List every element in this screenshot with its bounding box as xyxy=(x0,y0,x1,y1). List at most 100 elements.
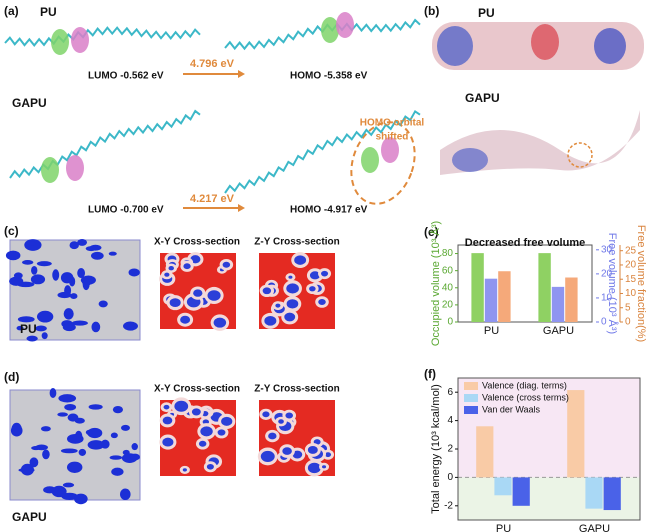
void xyxy=(64,403,77,411)
void xyxy=(182,468,187,472)
void xyxy=(313,439,321,445)
void xyxy=(91,321,101,333)
void xyxy=(282,447,292,455)
void xyxy=(268,432,277,440)
legend-swatch xyxy=(464,382,478,390)
void xyxy=(288,275,293,279)
y-tick-label: 10 xyxy=(601,293,613,304)
void xyxy=(41,332,48,340)
molecule xyxy=(9,109,201,179)
esp-surface xyxy=(440,110,640,175)
y-tick-label: 2 xyxy=(447,444,453,455)
arrow-head xyxy=(238,70,245,78)
void xyxy=(193,289,203,297)
void xyxy=(74,493,88,505)
void xyxy=(69,241,79,250)
chart-title: Decreased free volume xyxy=(465,237,585,249)
void xyxy=(307,445,318,454)
void xyxy=(217,429,226,436)
esp-lobe xyxy=(437,26,473,66)
void xyxy=(322,465,327,469)
orbital-lobe xyxy=(321,17,339,43)
void xyxy=(36,310,54,323)
bar xyxy=(551,286,565,322)
panel-label: (a) xyxy=(4,4,19,18)
void xyxy=(183,263,191,270)
void xyxy=(58,394,77,403)
axis-title: Free volume fraction(%) xyxy=(635,225,647,342)
void xyxy=(21,260,34,265)
void xyxy=(40,426,51,432)
y-tick-label: 4 xyxy=(447,415,453,426)
axis-title: Free volume (10³ Å³) xyxy=(606,233,619,334)
y-tick-label: 0 xyxy=(625,317,631,328)
bar xyxy=(565,277,578,322)
void xyxy=(77,267,86,279)
section-title: Z-Y Cross-section xyxy=(254,237,339,248)
molecule-label: GAPU xyxy=(12,96,47,110)
void xyxy=(11,422,22,435)
void xyxy=(221,416,233,426)
void xyxy=(62,323,76,332)
legend-swatch xyxy=(464,394,478,402)
void xyxy=(52,269,60,281)
y-tick-label: 20 xyxy=(625,260,637,271)
void xyxy=(28,241,36,246)
void xyxy=(57,412,68,417)
y-tick-label: 0 xyxy=(447,472,453,483)
void xyxy=(206,463,214,470)
energy-label: HOMO -5.358 eV xyxy=(290,71,368,82)
void xyxy=(309,271,321,280)
void xyxy=(180,315,191,324)
void xyxy=(128,268,140,277)
void xyxy=(82,278,90,291)
void xyxy=(286,299,299,309)
void xyxy=(5,250,21,261)
orbital-lobe xyxy=(336,12,354,38)
illustrations xyxy=(4,12,644,505)
void xyxy=(87,440,105,450)
y-tick-label: 80 xyxy=(442,248,454,259)
x-tick-label: PU xyxy=(496,523,511,532)
void xyxy=(77,238,88,246)
energy-label: LUMO -0.562 eV xyxy=(88,71,164,82)
y-tick-label: 0 xyxy=(601,317,607,328)
bar xyxy=(484,278,498,322)
void xyxy=(60,272,74,284)
orbital-lobe xyxy=(381,137,399,163)
void xyxy=(262,411,270,418)
annotation: shifted xyxy=(376,132,409,143)
bar xyxy=(494,477,512,496)
void xyxy=(200,426,213,437)
void xyxy=(307,462,321,474)
esp-lobe xyxy=(594,28,626,64)
molecule-label: PU xyxy=(478,6,495,20)
cell xyxy=(9,239,141,341)
void xyxy=(17,316,35,323)
bar xyxy=(585,477,603,509)
bar xyxy=(538,253,551,322)
void xyxy=(30,274,46,285)
void xyxy=(111,467,124,476)
gap-label: 4.796 eV xyxy=(190,58,235,70)
y-tick-label: 6 xyxy=(447,387,453,398)
energy-label: HOMO -4.917 eV xyxy=(290,205,368,216)
void xyxy=(112,405,123,414)
void xyxy=(130,453,141,461)
y-tick-label: -2 xyxy=(444,500,453,511)
void xyxy=(174,400,189,412)
void xyxy=(29,457,39,468)
void xyxy=(264,316,277,326)
void xyxy=(285,412,294,419)
orbital-lobe xyxy=(361,147,379,173)
y-tick-label: 60 xyxy=(442,265,454,276)
y-tick-label: 20 xyxy=(442,300,454,311)
void xyxy=(26,335,38,342)
energy-label: LUMO -0.700 eV xyxy=(88,205,164,216)
panel-label: (c) xyxy=(4,224,19,238)
void xyxy=(98,300,108,308)
void xyxy=(292,450,303,459)
void xyxy=(85,429,93,435)
void xyxy=(260,450,275,462)
